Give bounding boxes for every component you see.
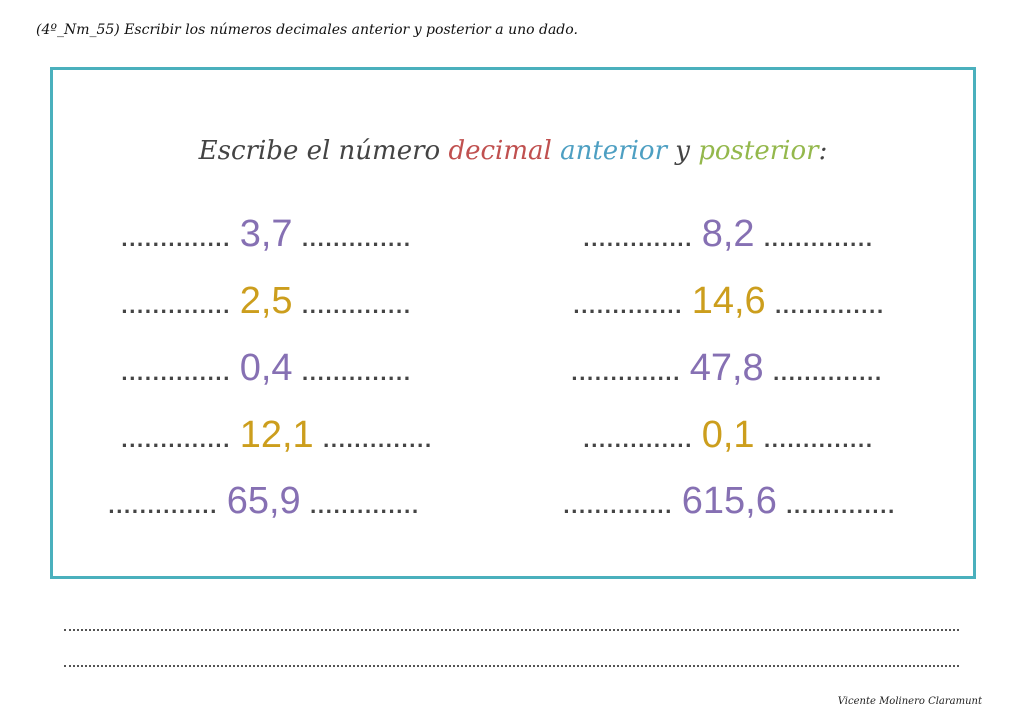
given-number: 14,6 — [691, 280, 766, 322]
author-credit: Vicente Molinero Claramunt — [837, 696, 982, 707]
blank-after[interactable]: .............. — [322, 431, 433, 452]
blank-after[interactable]: .............. — [774, 297, 885, 318]
given-number: 65,9 — [226, 480, 301, 522]
given-number: 615,6 — [681, 480, 777, 522]
blank-before[interactable]: .............. — [563, 497, 673, 518]
exercise-frame: Escribe el número decimal anterior y pos… — [50, 67, 976, 579]
given-number: 0,1 — [701, 414, 755, 456]
blank-before[interactable]: .............. — [583, 431, 693, 452]
blank-before[interactable]: .............. — [571, 364, 681, 385]
worksheet-header: (4º_Nm_55) Escribir los números decimale… — [36, 22, 578, 38]
blank-after[interactable]: .............. — [301, 297, 412, 318]
exercise-row-left-3: .............. 0,4 .............. — [121, 347, 411, 390]
title-word-y: y — [667, 136, 699, 166]
exercise-row-left-1: .............. 3,7 .............. — [121, 213, 411, 256]
title-text: Escribe el número — [198, 136, 449, 166]
exercise-title: Escribe el número decimal anterior y pos… — [53, 136, 973, 166]
title-colon: : — [818, 136, 828, 166]
exercise-row-left-5: .............. 65,9 .............. — [108, 480, 419, 523]
blank-before[interactable]: .............. — [121, 230, 231, 251]
given-number: 47,8 — [689, 347, 764, 389]
exercise-row-left-4: .............. 12,1 .............. — [121, 414, 432, 457]
given-number: 2,5 — [239, 280, 293, 322]
exercise-row-right-4: .............. 0,1 .............. — [583, 414, 873, 457]
answer-line-2[interactable] — [64, 665, 959, 667]
title-word-posterior: posterior — [698, 136, 819, 166]
blank-before[interactable]: .............. — [108, 497, 218, 518]
title-word-decimal: decimal — [448, 136, 552, 166]
blank-after[interactable]: .............. — [301, 364, 412, 385]
given-number: 12,1 — [239, 414, 314, 456]
blank-after[interactable]: .............. — [763, 431, 874, 452]
given-number: 3,7 — [239, 213, 293, 255]
blank-after[interactable]: .............. — [301, 230, 412, 251]
title-word-anterior: anterior — [560, 136, 668, 166]
exercise-row-right-1: .............. 8,2 .............. — [583, 213, 873, 256]
exercise-row-left-2: .............. 2,5 .............. — [121, 280, 411, 323]
blank-before[interactable]: .............. — [121, 431, 231, 452]
blank-after[interactable]: .............. — [309, 497, 420, 518]
given-number: 0,4 — [239, 347, 293, 389]
blank-before[interactable]: .............. — [121, 364, 231, 385]
blank-before[interactable]: .............. — [583, 230, 693, 251]
blank-before[interactable]: .............. — [121, 297, 231, 318]
blank-after[interactable]: .............. — [785, 497, 896, 518]
exercise-row-right-3: .............. 47,8 .............. — [571, 347, 882, 390]
given-number: 8,2 — [701, 213, 755, 255]
blank-before[interactable]: .............. — [573, 297, 683, 318]
blank-after[interactable]: .............. — [763, 230, 874, 251]
blank-after[interactable]: .............. — [772, 364, 883, 385]
exercise-row-right-5: .............. 615,6 .............. — [563, 480, 896, 523]
answer-line-1[interactable] — [64, 629, 959, 631]
exercise-row-right-2: .............. 14,6 .............. — [573, 280, 884, 323]
